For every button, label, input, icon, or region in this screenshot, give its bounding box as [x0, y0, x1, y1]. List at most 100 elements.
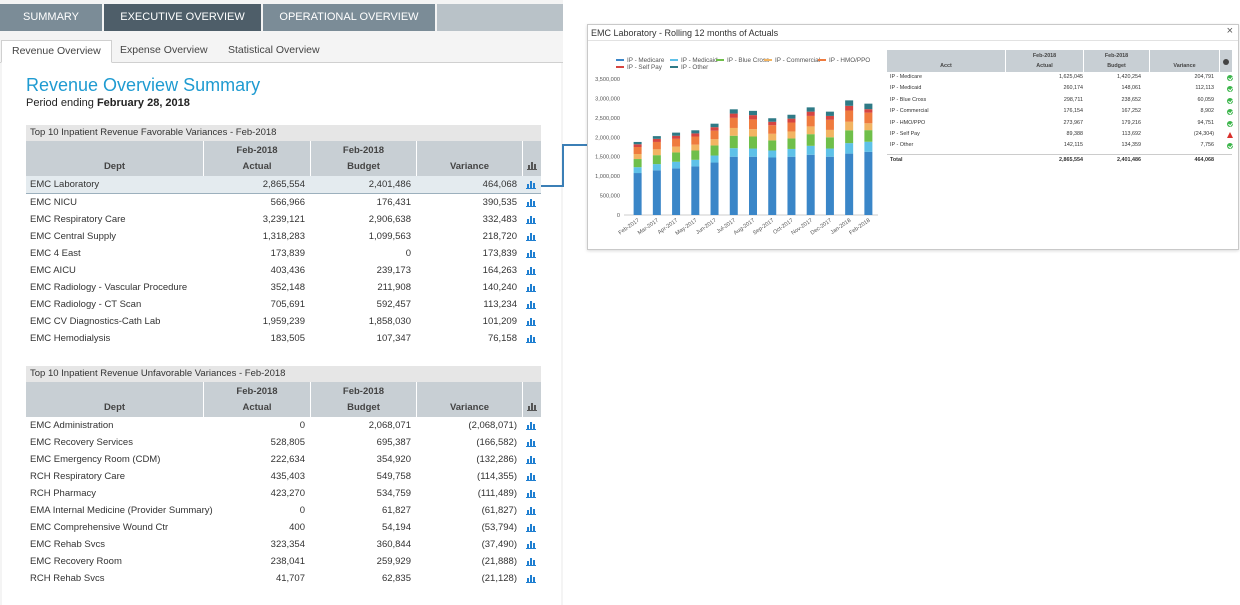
- bar-chart-icon[interactable]: [526, 215, 536, 224]
- table-row[interactable]: EMC Recovery Room 238,041 259,929 (21,888): [26, 553, 541, 570]
- bar-segment[interactable]: [768, 150, 777, 158]
- bar-segment[interactable]: [787, 114, 796, 119]
- bar-segment[interactable]: [729, 113, 738, 118]
- bar-segment[interactable]: [768, 140, 777, 151]
- bar-segment[interactable]: [787, 138, 796, 149]
- bar-segment[interactable]: [672, 135, 681, 139]
- bar-chart-icon[interactable]: [526, 557, 536, 566]
- bar-segment[interactable]: [806, 154, 815, 215]
- bar-chart-icon[interactable]: [526, 232, 536, 241]
- bar-segment[interactable]: [710, 123, 719, 128]
- bar-segment[interactable]: [710, 155, 719, 163]
- bar-segment[interactable]: [633, 144, 642, 147]
- bar-segment[interactable]: [864, 141, 873, 152]
- legend-item[interactable]: IP - Self Pay: [616, 64, 662, 71]
- bar-segment[interactable]: [825, 115, 834, 120]
- bar-segment[interactable]: [787, 156, 796, 215]
- table-row[interactable]: EMC NICU 566,966 176,431 390,535: [26, 194, 541, 211]
- bar-segment[interactable]: [729, 109, 738, 114]
- bar-segment[interactable]: [825, 156, 834, 215]
- bar-segment[interactable]: [672, 161, 681, 169]
- bar-segment[interactable]: [652, 164, 661, 171]
- bar-segment[interactable]: [672, 146, 681, 153]
- bar-segment[interactable]: [845, 130, 854, 144]
- bar-segment[interactable]: [729, 148, 738, 157]
- bar-segment[interactable]: [749, 115, 757, 120]
- bar-segment[interactable]: [633, 147, 642, 154]
- bar-segment[interactable]: [749, 136, 757, 149]
- bar-segment[interactable]: [652, 136, 661, 139]
- bar-segment[interactable]: [845, 153, 854, 215]
- bar-chart-icon[interactable]: [526, 540, 536, 549]
- bar-segment[interactable]: [749, 119, 757, 130]
- bar-segment[interactable]: [787, 131, 796, 139]
- bar-segment[interactable]: [633, 159, 642, 168]
- bar-segment[interactable]: [691, 136, 700, 145]
- bar-segment[interactable]: [768, 157, 777, 215]
- bar-segment[interactable]: [806, 134, 815, 146]
- bar-segment[interactable]: [691, 166, 700, 215]
- legend-item[interactable]: IP - Blue Cross: [716, 57, 769, 64]
- bar-chart-icon[interactable]: [526, 266, 536, 275]
- bar-segment[interactable]: [633, 153, 642, 160]
- table-row[interactable]: EMC Radiology - CT Scan 705,691 592,457 113…: [26, 296, 541, 313]
- bar-segment[interactable]: [691, 144, 700, 151]
- bar-segment[interactable]: [691, 150, 700, 160]
- bar-segment[interactable]: [864, 130, 873, 142]
- table-row[interactable]: EMC Laboratory 2,865,554 2,401,486 464,068: [26, 176, 541, 194]
- bar-segment[interactable]: [864, 123, 873, 131]
- table-row[interactable]: EMC Hemodialysis 183,505 107,347 76,158: [26, 330, 541, 347]
- bar-segment[interactable]: [845, 105, 854, 111]
- bar-chart-icon[interactable]: [526, 523, 536, 532]
- bar-segment[interactable]: [806, 111, 815, 116]
- bar-segment[interactable]: [729, 135, 738, 149]
- bar-chart-icon[interactable]: [526, 180, 536, 189]
- bar-segment[interactable]: [652, 149, 661, 156]
- bar-segment[interactable]: [672, 132, 681, 136]
- bar-chart-icon[interactable]: [526, 334, 536, 343]
- bar-segment[interactable]: [672, 152, 681, 162]
- bar-segment[interactable]: [652, 138, 661, 142]
- bar-segment[interactable]: [691, 133, 700, 137]
- bar-segment[interactable]: [768, 125, 777, 134]
- bar-segment[interactable]: [825, 129, 834, 138]
- bar-segment[interactable]: [787, 148, 796, 157]
- table-row[interactable]: EMC AICU 403,436 239,173 164,263: [26, 262, 541, 279]
- bar-chart-icon[interactable]: [526, 438, 536, 447]
- bar-chart-icon[interactable]: [526, 249, 536, 258]
- legend-item[interactable]: IP - Other: [670, 64, 708, 71]
- bar-segment[interactable]: [633, 167, 642, 174]
- close-icon[interactable]: ×: [1226, 25, 1233, 37]
- legend-item[interactable]: IP - Medicaid: [670, 57, 718, 64]
- table-row[interactable]: EMC CV Diagnostics-Cath Lab 1,959,239 1,85…: [26, 313, 541, 330]
- bar-chart-icon[interactable]: [526, 421, 536, 430]
- bar-segment[interactable]: [845, 100, 854, 106]
- bar-segment[interactable]: [749, 110, 757, 116]
- legend-item[interactable]: IP - Medicare: [616, 57, 664, 64]
- tab-operational-overview[interactable]: OPERATIONAL OVERVIEW: [263, 4, 437, 31]
- table-row[interactable]: EMC Rehab Svcs 323,354 360,844 (37,490): [26, 536, 541, 553]
- bar-segment[interactable]: [825, 148, 834, 157]
- table-row[interactable]: EMC Radiology - Vascular Procedure 352,14…: [26, 279, 541, 296]
- bar-segment[interactable]: [672, 138, 681, 147]
- bar-segment[interactable]: [806, 107, 815, 112]
- subtab-expense-overview[interactable]: Expense Overview: [120, 44, 208, 56]
- bar-chart-icon[interactable]: [526, 472, 536, 481]
- table-row[interactable]: EMC Emergency Room (CDM) 222,634 354,920 (1…: [26, 451, 541, 468]
- bar-segment[interactable]: [672, 168, 681, 215]
- bar-segment[interactable]: [787, 122, 796, 132]
- bar-segment[interactable]: [749, 148, 757, 157]
- bar-segment[interactable]: [652, 170, 661, 215]
- bar-chart-icon[interactable]: [526, 455, 536, 464]
- bar-segment[interactable]: [768, 118, 777, 122]
- tab-summary[interactable]: SUMMARY: [0, 4, 104, 31]
- bar-segment[interactable]: [806, 126, 815, 135]
- bar-segment[interactable]: [864, 103, 873, 110]
- table-row[interactable]: RCH Respiratory Care 435,403 549,758 (114,3…: [26, 468, 541, 485]
- bar-segment[interactable]: [710, 130, 719, 140]
- bar-segment[interactable]: [825, 137, 834, 149]
- table-row[interactable]: RCH Pharmacy 423,270 534,759 (111,489): [26, 485, 541, 502]
- bar-segment[interactable]: [729, 156, 738, 215]
- table-row[interactable]: EMC Comprehensive Wound Ctr 400 54,194 (53,…: [26, 519, 541, 536]
- bar-segment[interactable]: [652, 141, 661, 150]
